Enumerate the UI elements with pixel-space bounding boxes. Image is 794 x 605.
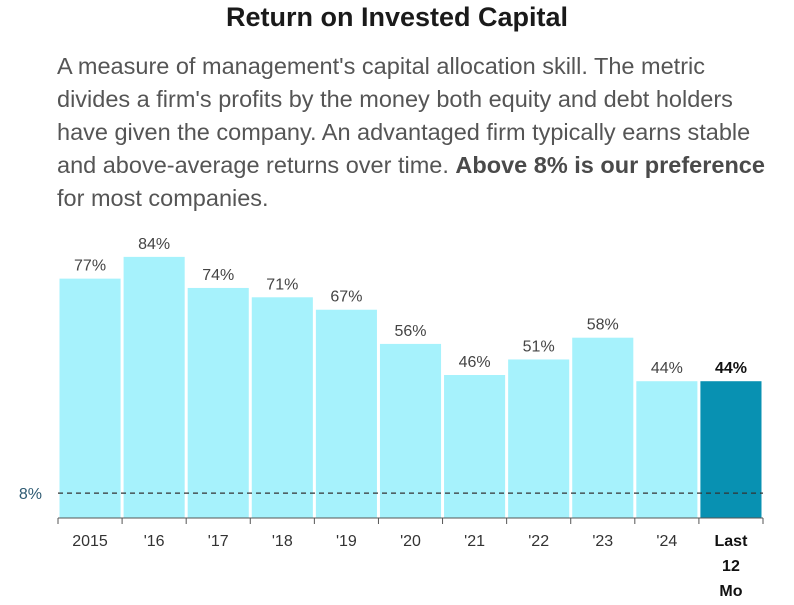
bar [508, 359, 570, 518]
bar [379, 343, 442, 518]
bar [315, 309, 377, 518]
x-tick-label: '22 [528, 533, 549, 550]
value-label: 46% [459, 354, 491, 371]
x-tick-label: '19 [336, 533, 357, 550]
bar [700, 381, 762, 518]
value-label: 58% [587, 317, 619, 334]
value-label: 44% [715, 360, 747, 377]
value-label: 77% [74, 258, 106, 275]
x-tick-label: '17 [208, 533, 229, 550]
bar [123, 256, 185, 518]
value-label: 56% [394, 323, 426, 340]
value-label: 71% [266, 276, 298, 293]
x-tick-label: '21 [464, 533, 485, 550]
description-text-2: for most companies. [57, 185, 269, 211]
x-tick-label: 2015 [72, 533, 108, 550]
x-tick-label: '18 [272, 533, 293, 550]
value-label: 51% [523, 338, 555, 355]
bar [572, 337, 634, 518]
description-text-1: A measure of management's capital alloca… [57, 53, 751, 178]
value-label: 74% [202, 267, 234, 284]
bar [59, 278, 121, 518]
x-tick-label: Last 12 Mo [715, 533, 749, 600]
x-tick-label: '16 [144, 533, 165, 550]
bar [187, 287, 249, 518]
value-label: 84% [138, 236, 170, 253]
chart-title: Return on Invested Capital [225, 2, 569, 32]
chart-description: A measure of management's capital alloca… [57, 50, 777, 215]
x-tick-label: '24 [656, 533, 677, 550]
value-label: 67% [330, 289, 362, 306]
bar [444, 375, 506, 518]
description-emphasis: Above 8% is our preference [455, 152, 765, 178]
bar [251, 297, 313, 518]
bar [636, 381, 698, 518]
value-label: 44% [651, 360, 683, 377]
x-tick-label: '20 [400, 533, 421, 550]
reference-line-label: 8% [19, 486, 42, 503]
x-tick-label: '23 [592, 533, 613, 550]
